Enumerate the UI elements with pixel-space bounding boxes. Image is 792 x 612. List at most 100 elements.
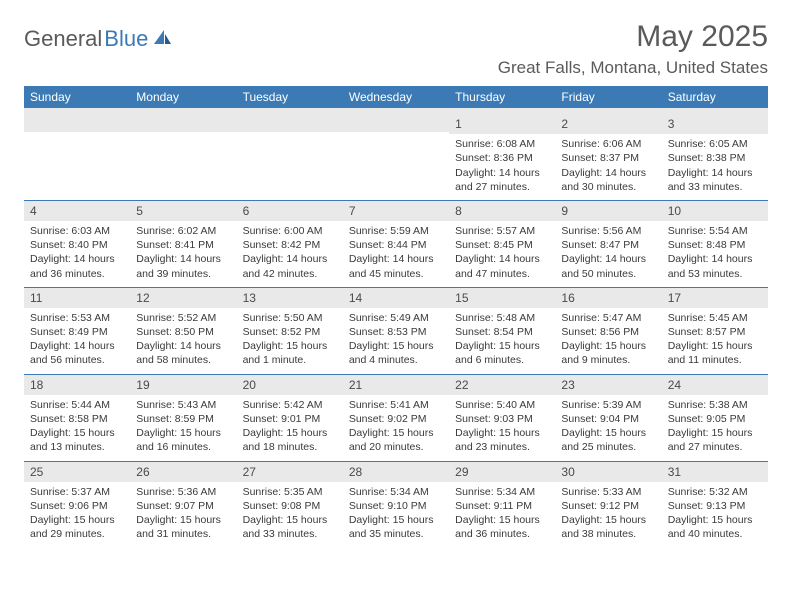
- day-number: 28: [343, 462, 449, 482]
- day-number: 1: [449, 114, 555, 134]
- day-cell: 8Sunrise: 5:57 AMSunset: 8:45 PMDaylight…: [449, 201, 555, 287]
- week-row: 18Sunrise: 5:44 AMSunset: 8:58 PMDayligh…: [24, 375, 768, 462]
- month-title: May 2025: [498, 20, 768, 54]
- day-number: 30: [555, 462, 661, 482]
- day-number: [237, 114, 343, 132]
- day-sunset: Sunset: 9:04 PM: [561, 412, 655, 426]
- day-dl2: and 30 minutes.: [561, 180, 655, 194]
- day-number: 12: [130, 288, 236, 308]
- day-sunset: Sunset: 9:02 PM: [349, 412, 443, 426]
- day-number: 13: [237, 288, 343, 308]
- day-cell: 23Sunrise: 5:39 AMSunset: 9:04 PMDayligh…: [555, 375, 661, 461]
- day-dl2: and 58 minutes.: [136, 353, 230, 367]
- day-sunrise: Sunrise: 5:56 AM: [561, 224, 655, 238]
- weekday-tuesday: Tuesday: [237, 86, 343, 108]
- day-sunset: Sunset: 9:12 PM: [561, 499, 655, 513]
- day-dl1: Daylight: 15 hours: [561, 513, 655, 527]
- day-sunset: Sunset: 8:50 PM: [136, 325, 230, 339]
- title-block: May 2025 Great Falls, Montana, United St…: [498, 20, 768, 78]
- day-number: 5: [130, 201, 236, 221]
- day-dl1: Daylight: 15 hours: [561, 426, 655, 440]
- day-cell: [24, 114, 130, 200]
- day-sunrise: Sunrise: 6:06 AM: [561, 137, 655, 151]
- day-cell: 12Sunrise: 5:52 AMSunset: 8:50 PMDayligh…: [130, 288, 236, 374]
- day-sunset: Sunset: 8:48 PM: [668, 238, 762, 252]
- week-row: 1Sunrise: 6:08 AMSunset: 8:36 PMDaylight…: [24, 114, 768, 201]
- day-dl2: and 33 minutes.: [668, 180, 762, 194]
- day-sunrise: Sunrise: 6:05 AM: [668, 137, 762, 151]
- day-dl2: and 38 minutes.: [561, 527, 655, 541]
- day-sunset: Sunset: 8:38 PM: [668, 151, 762, 165]
- day-sunrise: Sunrise: 5:49 AM: [349, 311, 443, 325]
- day-dl1: Daylight: 14 hours: [455, 252, 549, 266]
- day-cell: 16Sunrise: 5:47 AMSunset: 8:56 PMDayligh…: [555, 288, 661, 374]
- day-sunrise: Sunrise: 5:50 AM: [243, 311, 337, 325]
- header: General Blue May 2025 Great Falls, Monta…: [24, 20, 768, 78]
- sail-icon: [152, 28, 172, 51]
- day-sunset: Sunset: 8:54 PM: [455, 325, 549, 339]
- weekday-saturday: Saturday: [662, 86, 768, 108]
- day-sunrise: Sunrise: 5:52 AM: [136, 311, 230, 325]
- day-cell: 30 Sunrise: 5:33 AMSunset: 9:12 PMDayligh…: [555, 462, 661, 548]
- day-cell: 24Sunrise: 5:38 AMSunset: 9:05 PMDayligh…: [662, 375, 768, 461]
- day-dl2: and 18 minutes.: [243, 440, 337, 454]
- day-dl2: and 35 minutes.: [349, 527, 443, 541]
- day-sunrise: Sunrise: 5:38 AM: [668, 398, 762, 412]
- day-number: 16: [555, 288, 661, 308]
- day-sunset: Sunset: 9:07 PM: [136, 499, 230, 513]
- day-sunrise: Sunrise: 5:54 AM: [668, 224, 762, 238]
- day-number: 3: [662, 114, 768, 134]
- day-sunrise: Sunrise: 5:59 AM: [349, 224, 443, 238]
- day-dl2: and 36 minutes.: [30, 267, 124, 281]
- day-sunrise: Sunrise: 5:53 AM: [30, 311, 124, 325]
- day-dl1: Daylight: 14 hours: [30, 252, 124, 266]
- day-dl1: Daylight: 14 hours: [136, 252, 230, 266]
- day-cell: 27Sunrise: 5:35 AMSunset: 9:08 PMDayligh…: [237, 462, 343, 548]
- day-dl1: Daylight: 15 hours: [455, 426, 549, 440]
- day-sunrise: Sunrise: 5:43 AM: [136, 398, 230, 412]
- day-cell: 10Sunrise: 5:54 AMSunset: 8:48 PMDayligh…: [662, 201, 768, 287]
- day-sunrise: Sunrise: 5:45 AM: [668, 311, 762, 325]
- calendar-grid: Sunday Monday Tuesday Wednesday Thursday…: [24, 86, 768, 547]
- day-number: 10: [662, 201, 768, 221]
- day-dl1: Daylight: 15 hours: [243, 513, 337, 527]
- day-sunrise: Sunrise: 5:34 AM: [455, 485, 549, 499]
- day-dl2: and 20 minutes.: [349, 440, 443, 454]
- day-cell: 19Sunrise: 5:43 AMSunset: 8:59 PMDayligh…: [130, 375, 236, 461]
- day-number: 22: [449, 375, 555, 395]
- weekday-header: Sunday Monday Tuesday Wednesday Thursday…: [24, 86, 768, 108]
- day-sunset: Sunset: 8:36 PM: [455, 151, 549, 165]
- day-sunset: Sunset: 8:52 PM: [243, 325, 337, 339]
- day-dl2: and 11 minutes.: [668, 353, 762, 367]
- day-dl1: Daylight: 14 hours: [561, 166, 655, 180]
- day-dl1: Daylight: 15 hours: [243, 426, 337, 440]
- day-number: 19: [130, 375, 236, 395]
- day-sunrise: Sunrise: 5:44 AM: [30, 398, 124, 412]
- day-cell: 13Sunrise: 5:50 AMSunset: 8:52 PMDayligh…: [237, 288, 343, 374]
- day-number: 20: [237, 375, 343, 395]
- day-dl2: and 50 minutes.: [561, 267, 655, 281]
- day-dl1: Daylight: 15 hours: [455, 513, 549, 527]
- weeks-container: 1Sunrise: 6:08 AMSunset: 8:36 PMDaylight…: [24, 114, 768, 547]
- day-sunset: Sunset: 9:11 PM: [455, 499, 549, 513]
- day-sunset: Sunset: 8:44 PM: [349, 238, 443, 252]
- day-sunrise: Sunrise: 5:57 AM: [455, 224, 549, 238]
- day-number: 25: [24, 462, 130, 482]
- day-dl2: and 23 minutes.: [455, 440, 549, 454]
- day-cell: 21Sunrise: 5:41 AMSunset: 9:02 PMDayligh…: [343, 375, 449, 461]
- day-sunrise: Sunrise: 5:42 AM: [243, 398, 337, 412]
- day-dl1: Daylight: 14 hours: [243, 252, 337, 266]
- day-number: 18: [24, 375, 130, 395]
- day-dl1: Daylight: 14 hours: [349, 252, 443, 266]
- day-sunset: Sunset: 8:56 PM: [561, 325, 655, 339]
- day-cell: 29Sunrise: 5:34 AMSunset: 9:11 PMDayligh…: [449, 462, 555, 548]
- day-sunset: Sunset: 8:57 PM: [668, 325, 762, 339]
- day-sunset: Sunset: 8:49 PM: [30, 325, 124, 339]
- day-sunrise: Sunrise: 5:33 AM: [561, 485, 655, 499]
- weekday-monday: Monday: [130, 86, 236, 108]
- day-cell: 31Sunrise: 5:32 AMSunset: 9:13 PMDayligh…: [662, 462, 768, 548]
- day-number: 7: [343, 201, 449, 221]
- day-dl2: and 27 minutes.: [668, 440, 762, 454]
- day-dl1: Daylight: 15 hours: [136, 426, 230, 440]
- day-dl2: and 4 minutes.: [349, 353, 443, 367]
